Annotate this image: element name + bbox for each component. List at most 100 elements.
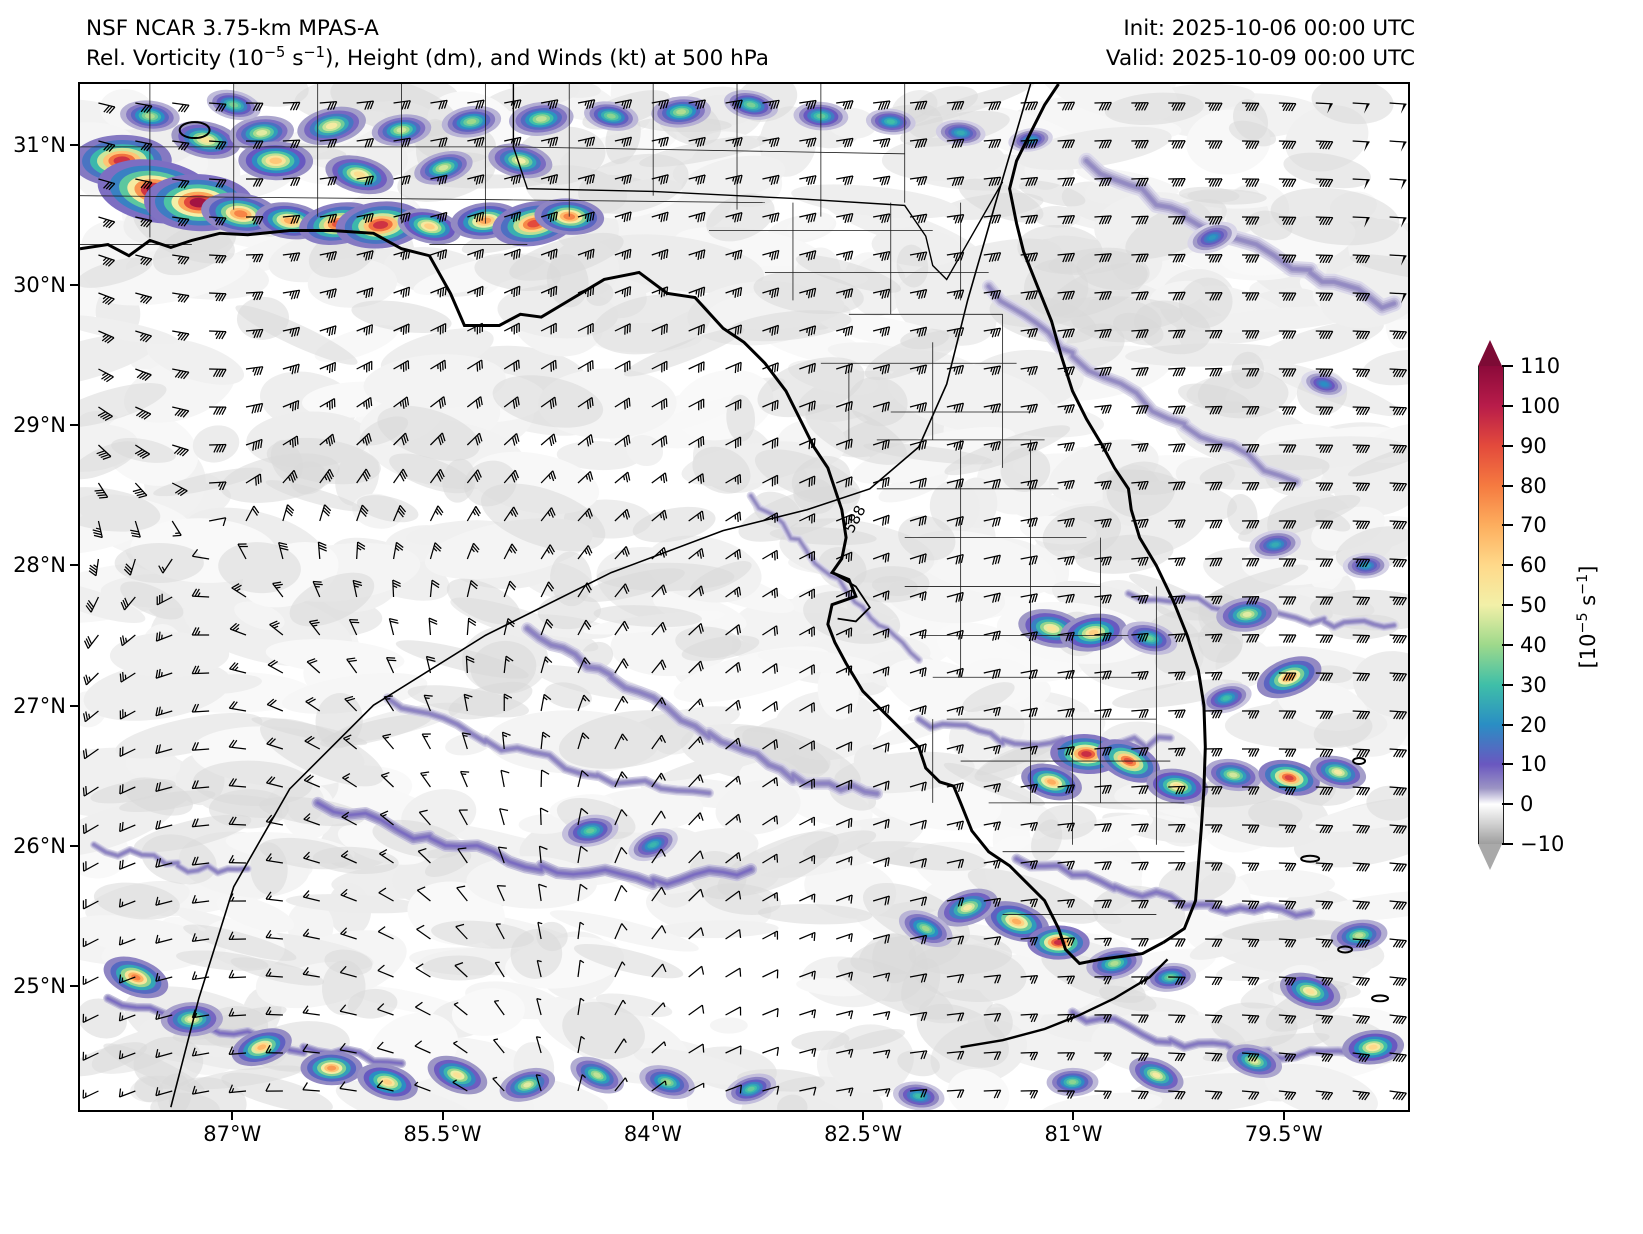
y-tick-mark [70, 844, 78, 847]
vorticity-contour-ring [1088, 629, 1099, 636]
barb-half-feather [177, 332, 182, 337]
barb-half-feather [160, 709, 163, 715]
barb-full-feather [443, 100, 448, 109]
barb-full-feather [663, 325, 666, 334]
vorticity-patch [80, 799, 175, 857]
vorticity-patch [1352, 651, 1408, 719]
barb-full-feather [662, 474, 666, 484]
barb-full-feather [479, 287, 481, 297]
weak-vorticity-band [1078, 152, 1403, 316]
barb-full-feather [439, 363, 442, 372]
county-boundary [513, 199, 765, 204]
vorticity-maximum [937, 888, 998, 927]
weak-vorticity-bands [89, 152, 1403, 1069]
barb-half-feather [510, 214, 514, 220]
barb-shaft [1389, 178, 1407, 181]
y-tick-label: 26°N [13, 833, 66, 858]
barb-half-feather [660, 476, 663, 481]
barb-full-feather [515, 287, 518, 296]
atlantic-coastline [1008, 84, 1207, 944]
field-title-exp1: −5 [263, 43, 286, 61]
barb-full-feather [289, 102, 295, 111]
vorticity-contour-ring [649, 842, 657, 848]
barb-half-feather [732, 252, 735, 258]
barb-half-feather [696, 551, 700, 557]
vorticity-contour-ring [1053, 939, 1064, 945]
wind-barb [1389, 178, 1407, 190]
wind-barb [799, 175, 817, 186]
barb-full-feather [293, 290, 298, 300]
vorticity-contour-ring [1046, 625, 1057, 632]
barb-full-feather [143, 105, 150, 113]
vorticity-band [987, 285, 1298, 483]
vorticity-contour-ring [327, 1065, 337, 1071]
barb-half-feather [621, 101, 624, 106]
barb-full-feather [994, 328, 999, 337]
timestamp-block: Init: 2025-10-06 00:00 UTC Valid: 2025-1… [1106, 14, 1415, 74]
vorticity-contour-ring [1284, 775, 1294, 781]
wind-barb [467, 99, 485, 110]
barb-full-feather [587, 288, 590, 298]
barb-full-feather [291, 402, 295, 412]
florida-keys-coastline [960, 958, 1169, 1049]
barb-full-feather [314, 583, 323, 586]
barb-full-feather [367, 101, 372, 110]
barb-half-feather [326, 328, 329, 333]
vorticity-contour-ring [383, 1079, 393, 1085]
vorticity-patch [510, 929, 563, 979]
vorticity-maximum [1301, 370, 1347, 398]
vorticity-patch [1092, 885, 1186, 941]
barb-full-feather [550, 288, 553, 298]
vorticity-contour-ring [1320, 382, 1328, 387]
wind-barb [614, 99, 633, 110]
vorticity-patch [80, 998, 127, 1039]
vorticity-maximum [534, 198, 605, 235]
weak-vorticity-band [746, 491, 924, 665]
map-plot-area[interactable]: 588 [78, 82, 1410, 1112]
vorticity-patch [446, 578, 521, 625]
barb-half-feather [510, 101, 514, 106]
barb-full-feather [734, 364, 737, 374]
vorticity-contour-ring [1110, 961, 1119, 966]
barb-full-feather [811, 477, 813, 486]
vorticity-patch [236, 296, 290, 340]
island-coastline [1337, 945, 1354, 954]
county-boundary [513, 146, 905, 155]
barb-half-feather [1355, 368, 1359, 374]
vorticity-patch [578, 153, 689, 214]
barb-full-feather [774, 401, 777, 410]
barb-half-feather [695, 289, 698, 295]
vorticity-patch [1036, 804, 1097, 840]
vorticity-patch [593, 605, 702, 628]
barb-half-feather [584, 101, 587, 106]
wind-barb [651, 99, 670, 110]
barb-full-feather [737, 700, 741, 709]
vorticity-patch [285, 894, 423, 914]
barb-half-feather [160, 671, 163, 677]
vorticity-patch [573, 943, 684, 979]
barb-full-feather [517, 99, 522, 109]
barb-full-feather [384, 695, 393, 698]
vorticity-patch [738, 485, 861, 542]
vorticity-patch [967, 868, 1099, 924]
vorticity-patch [80, 257, 153, 288]
vorticity-patch [1210, 1002, 1298, 1048]
barb-full-feather [589, 287, 592, 297]
barb-full-feather [592, 286, 595, 295]
wind-barb [983, 214, 1002, 225]
barb-full-feather [549, 100, 553, 110]
barb-full-feather [220, 103, 227, 112]
vorticity-patch [119, 790, 216, 813]
barb-full-feather [774, 363, 777, 373]
vorticity-patch [592, 294, 711, 355]
barb-half-feather [769, 290, 772, 295]
barb-full-feather [180, 104, 187, 113]
wind-barb [725, 511, 742, 522]
vorticity-patch [1046, 296, 1183, 332]
barb-full-feather [625, 100, 630, 109]
vorticity-contour-ring [325, 122, 338, 130]
y-tick-label: 25°N [13, 973, 66, 998]
island-coastline [1352, 757, 1367, 766]
vorticity-patch [791, 184, 959, 219]
county-boundary [80, 195, 514, 201]
